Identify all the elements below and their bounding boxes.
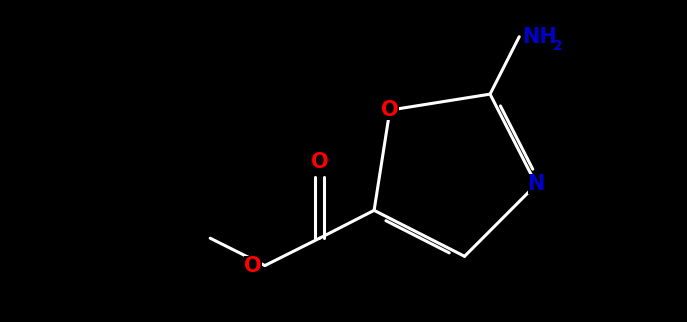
Text: N: N bbox=[528, 175, 545, 194]
Text: O: O bbox=[381, 100, 398, 120]
Text: 2: 2 bbox=[553, 39, 563, 53]
Text: O: O bbox=[244, 256, 262, 276]
Text: NH: NH bbox=[522, 27, 557, 47]
Text: O: O bbox=[311, 152, 328, 172]
